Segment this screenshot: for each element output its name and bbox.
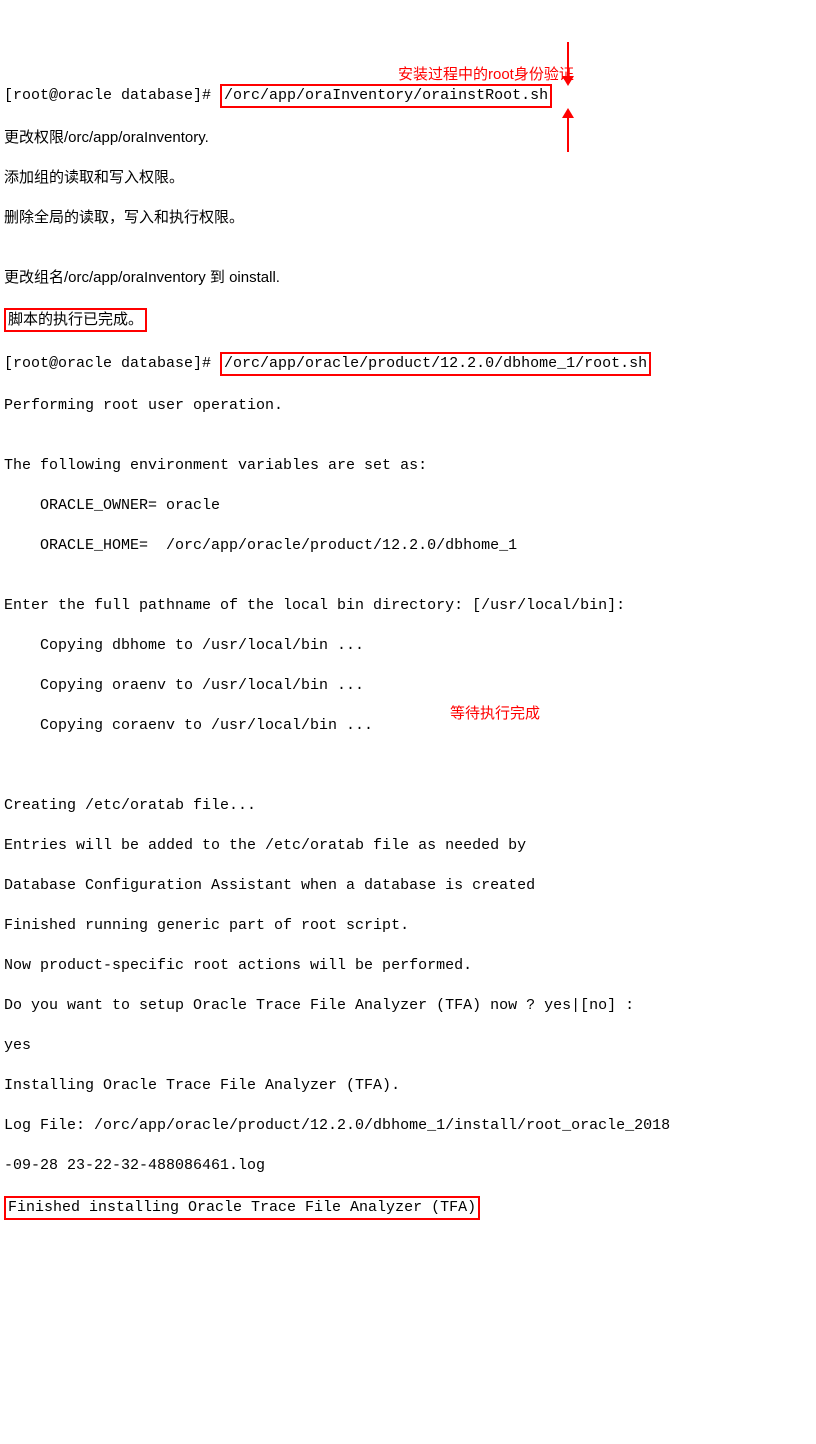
terminal-line-24: Log File: /orc/app/oracle/product/12.2.0… [4,1116,812,1136]
terminal-line-8: Performing root user operation. [4,396,812,416]
highlighted-command-1: /orc/app/oraInventory/orainstRoot.sh [220,84,552,108]
annotation-arrow-down-icon [534,20,576,92]
terminal-line-17: Entries will be added to the /etc/oratab… [4,836,812,856]
terminal-line-13: Copying dbhome to /usr/local/bin ... [4,636,812,656]
terminal-line-14: Copying oraenv to /usr/local/bin ... [4,676,812,696]
terminal-line-3: 添加组的读取和写入权限。 [4,168,812,188]
terminal-line-1: [root@oracle database]# /orc/app/oraInve… [4,84,812,108]
terminal-line-21: Do you want to setup Oracle Trace File A… [4,996,812,1016]
terminal-line-12: Enter the full pathname of the local bin… [4,596,812,616]
terminal-line-19: Finished running generic part of root sc… [4,916,812,936]
annotation-wait-finish: 等待执行完成 [450,704,540,724]
terminal-line-26: Finished installing Oracle Trace File An… [4,1196,812,1220]
terminal-line-16: Creating /etc/oratab file... [4,796,812,816]
terminal-line-22: yes [4,1036,812,1056]
terminal-line-7: [root@oracle database]# /orc/app/oracle/… [4,352,812,376]
terminal-line-18: Database Configuration Assistant when a … [4,876,812,896]
terminal-line-11: ORACLE_HOME= /orc/app/oracle/product/12.… [4,536,812,556]
terminal-line-23: Installing Oracle Trace File Analyzer (T… [4,1076,812,1096]
terminal-line-2: 更改权限/orc/app/oraInventory. [4,128,812,148]
shell-prompt: [root@oracle database]# [4,87,220,104]
terminal-line-15: Copying coraenv to /usr/local/bin ... [4,716,812,736]
highlighted-finished-text: Finished installing Oracle Trace File An… [4,1196,480,1220]
terminal-line-20: Now product-specific root actions will b… [4,956,812,976]
highlighted-done-text: 脚本的执行已完成。 [4,308,147,332]
terminal-line-5: 更改组名/orc/app/oraInventory 到 oinstall. [4,268,812,288]
terminal-line-10: ORACLE_OWNER= oracle [4,496,812,516]
highlighted-command-2: /orc/app/oracle/product/12.2.0/dbhome_1/… [220,352,651,376]
shell-prompt-2: [root@oracle database]# [4,355,220,372]
annotation-arrow-up-icon [534,86,576,158]
terminal-line-6: 脚本的执行已完成。 [4,308,812,332]
terminal-line-4: 删除全局的读取，写入和执行权限。 [4,208,812,228]
terminal-line-9: The following environment variables are … [4,456,812,476]
terminal-line-25: -09-28 23-22-32-488086461.log [4,1156,812,1176]
